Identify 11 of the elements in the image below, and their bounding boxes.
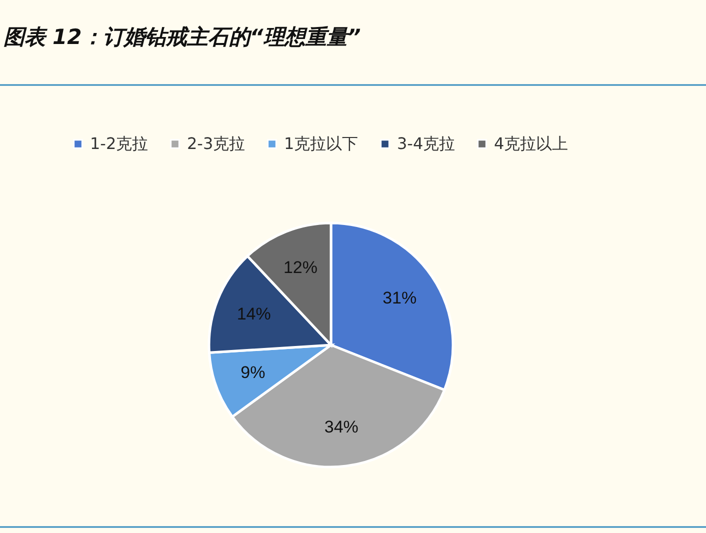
legend-label: 1-2克拉: [90, 134, 148, 153]
legend-label: 1克拉以下: [284, 134, 358, 153]
data-label: 34%: [324, 417, 358, 436]
legend-label: 3-4克拉: [397, 134, 456, 153]
legend-label: 2-3克拉: [187, 134, 246, 153]
chart-title: 图表 12：订婚钻戒主石的“理想重量”: [3, 25, 361, 49]
legend-label: 4克拉以上: [494, 134, 568, 153]
data-label: 12%: [283, 258, 318, 277]
data-label: 31%: [382, 288, 417, 308]
data-label: 9%: [240, 363, 266, 382]
data-label: 14%: [236, 304, 271, 324]
